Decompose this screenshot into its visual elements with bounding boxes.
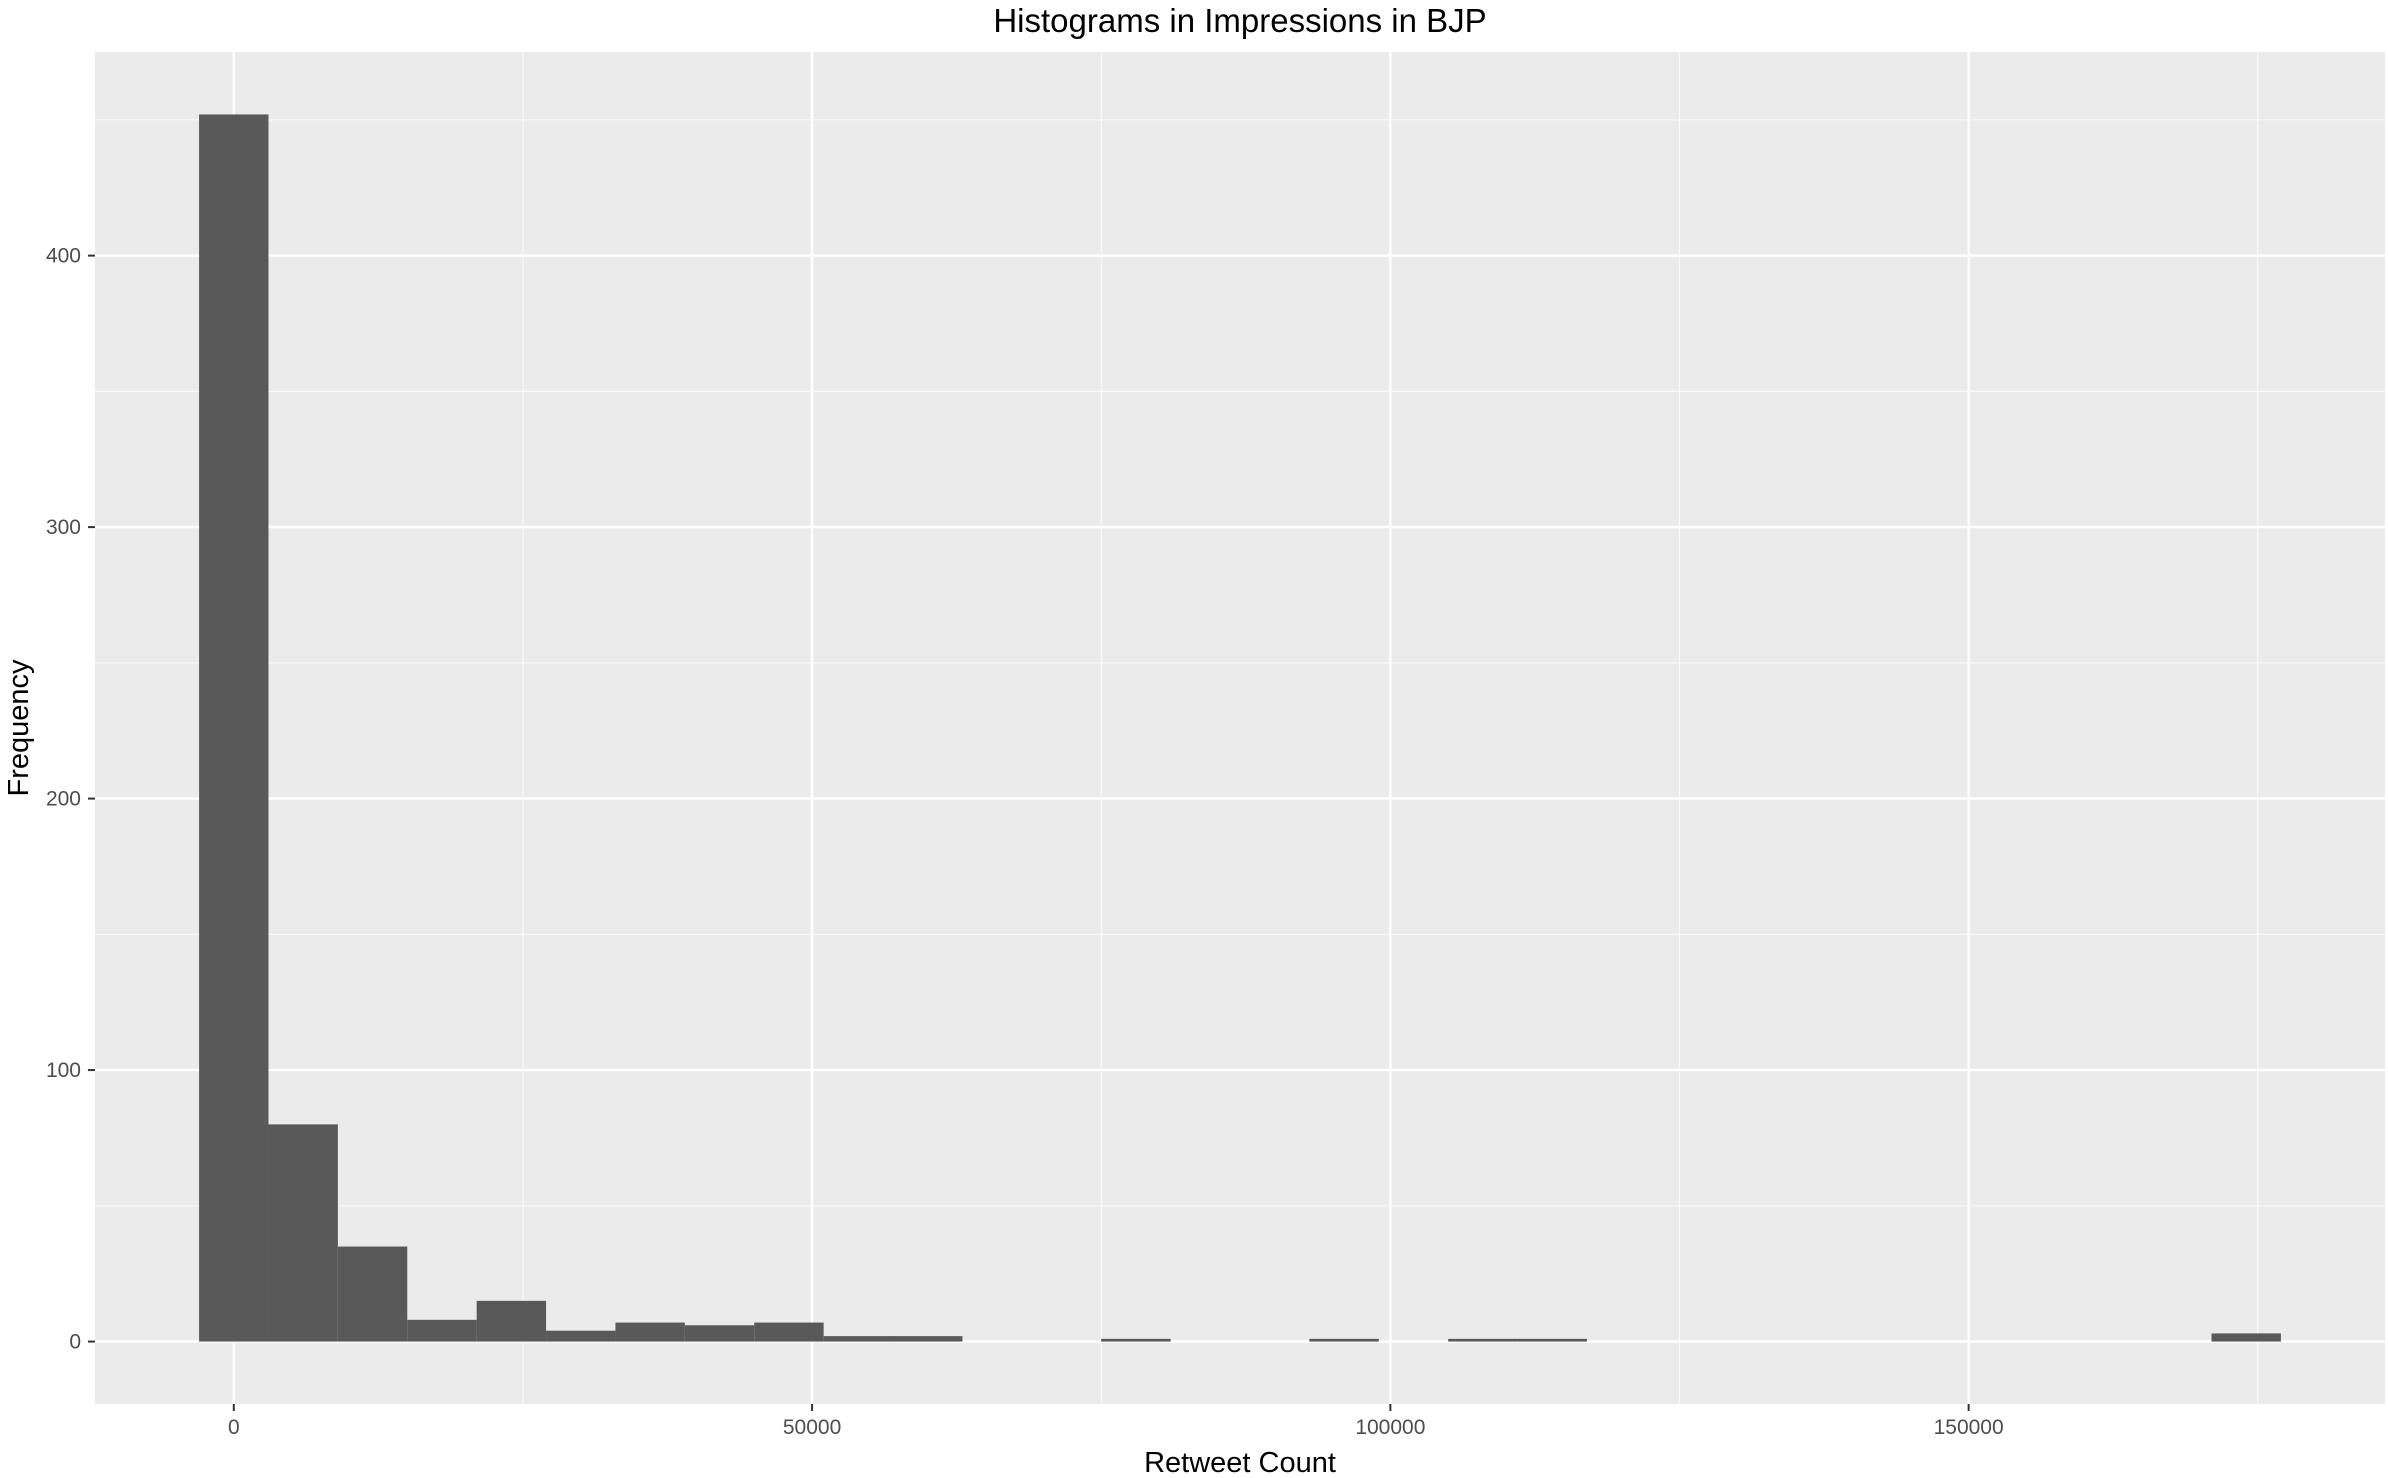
histogram-bar xyxy=(476,1300,547,1342)
x-tick-label: 150000 xyxy=(1934,1416,2004,1439)
histogram-bar xyxy=(268,1124,338,1342)
x-axis-ticks: 0 50000 100000 150000 xyxy=(228,1404,2004,1439)
chart-title: Histograms in Impressions in BJP xyxy=(993,2,1486,39)
x-tick-label: 0 xyxy=(228,1416,240,1439)
x-tick-label: 100000 xyxy=(1355,1416,1425,1439)
histogram-bar xyxy=(1309,1338,1379,1342)
histogram-bar xyxy=(684,1325,755,1342)
minor-gridlines xyxy=(95,52,2385,1404)
histogram-bar xyxy=(1517,1338,1587,1342)
histogram-bar xyxy=(546,1330,616,1342)
y-axis-ticks: 0 100 200 300 400 xyxy=(46,245,95,1354)
x-axis-title: Retweet Count xyxy=(1144,1447,1336,1478)
y-tick-label: 300 xyxy=(46,516,81,539)
histogram-bar xyxy=(337,1246,408,1342)
histogram-bar xyxy=(823,1336,894,1342)
histogram-bar xyxy=(407,1319,477,1342)
histogram-bars xyxy=(199,114,2281,1342)
histogram-bar xyxy=(199,114,269,1342)
y-axis-title: Frequency xyxy=(3,659,35,797)
histogram-bar xyxy=(2211,1333,2281,1342)
y-tick-label: 400 xyxy=(46,245,81,268)
y-tick-label: 100 xyxy=(46,1059,81,1082)
histogram-bar xyxy=(754,1322,824,1342)
plot-panel xyxy=(95,52,2385,1404)
histogram-bar xyxy=(1448,1338,1518,1342)
y-tick-label: 0 xyxy=(69,1331,81,1354)
histogram-bar xyxy=(1101,1338,1171,1342)
histogram-bar xyxy=(893,1336,963,1342)
x-tick-label: 50000 xyxy=(783,1416,841,1439)
histogram-bar xyxy=(615,1322,685,1342)
y-tick-label: 200 xyxy=(46,788,81,811)
